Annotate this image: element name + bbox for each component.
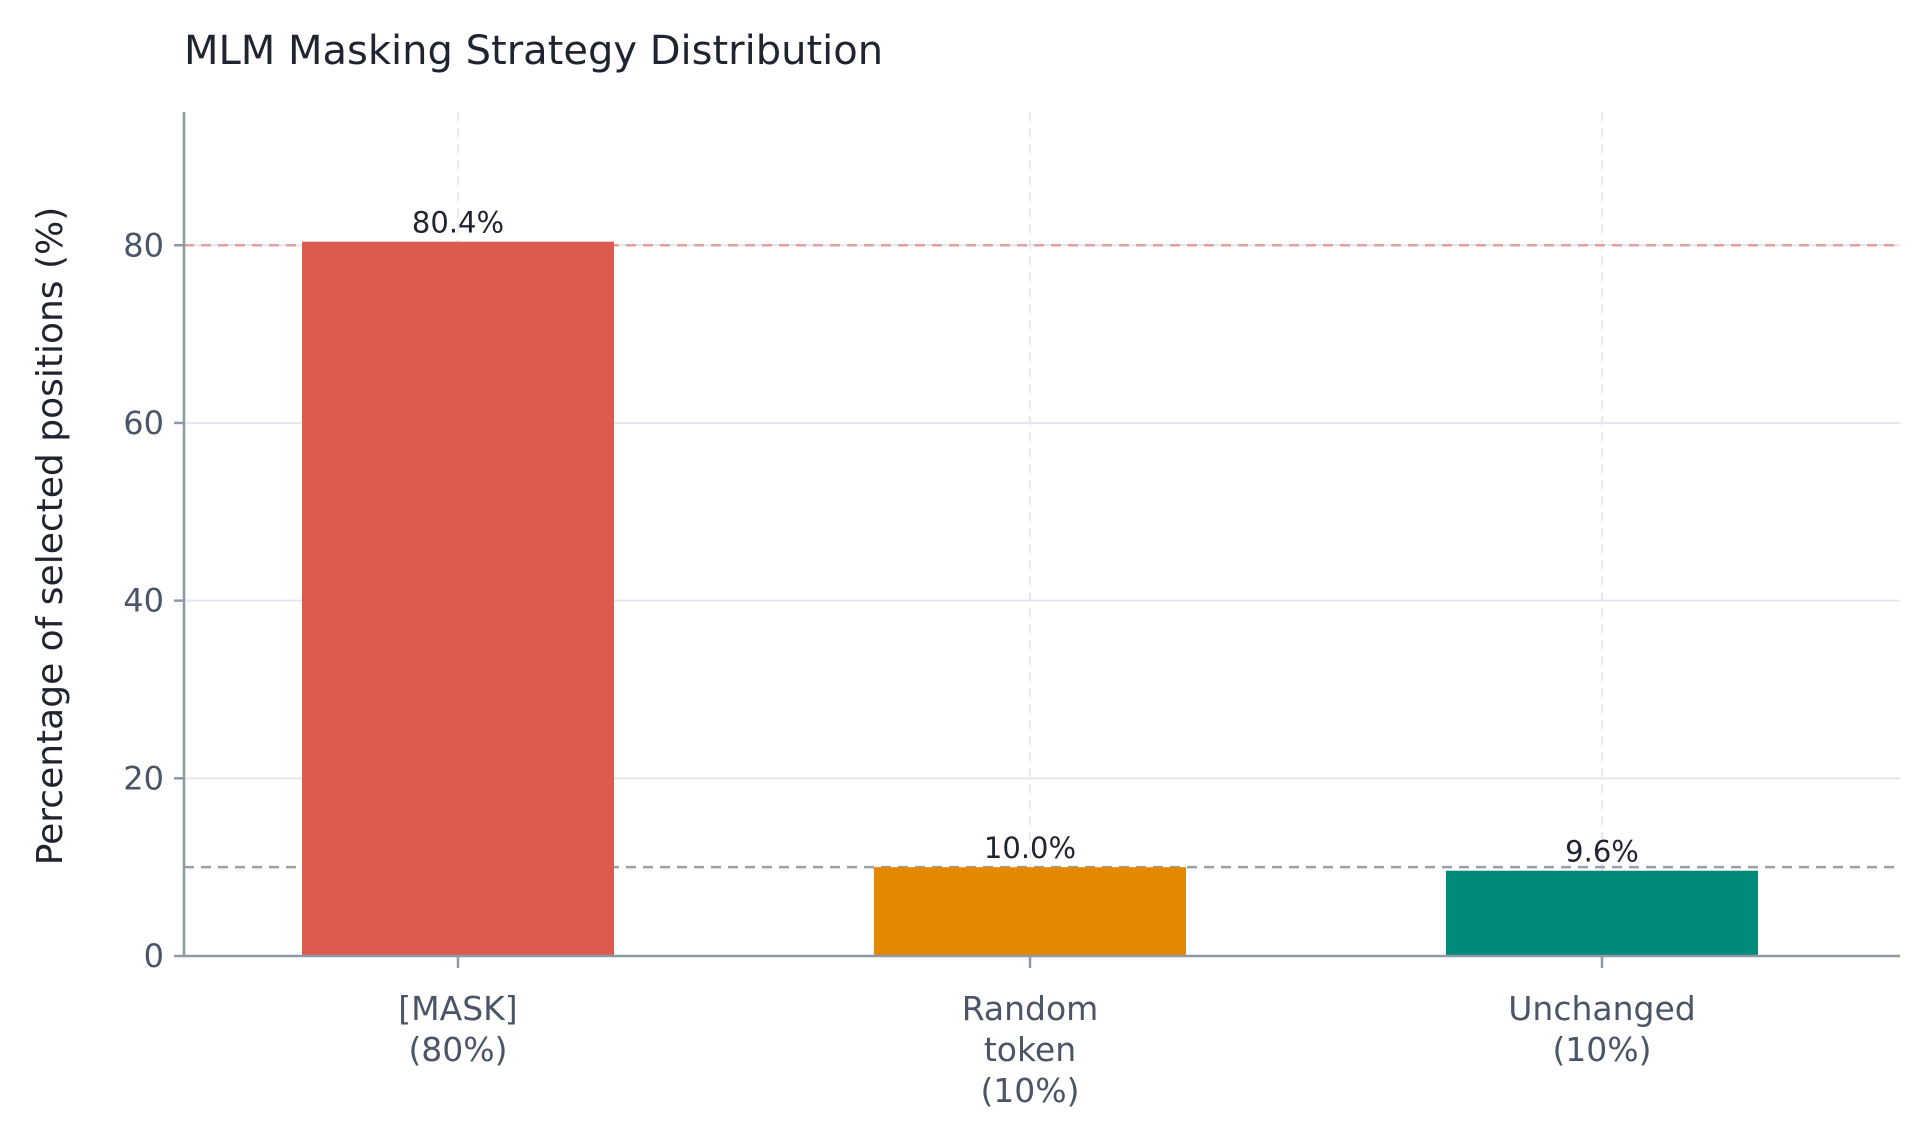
bars <box>302 241 1758 956</box>
x-tick-label-1-line-2: (10%) <box>980 1071 1079 1110</box>
x-ticks: [MASK] (80%)Random token (10%)Unchanged (10%… <box>398 956 1696 1110</box>
data-label-2: 9.6% <box>1565 835 1639 869</box>
x-tick-label-2: Unchanged (10%) <box>1508 989 1695 1069</box>
x-tick-label-0-line-0: [MASK] <box>398 989 517 1028</box>
y-tick-label-80: 80 <box>123 226 164 264</box>
x-tick-label-0-line-1: (80%) <box>408 1030 507 1069</box>
data-labels: 80.4% 10.0% 9.6% <box>412 206 1639 869</box>
data-label-1: 10.0% <box>984 831 1076 865</box>
bar-0 <box>302 241 614 956</box>
bar-1 <box>874 867 1186 956</box>
y-tick-label-0: 0 <box>144 937 164 975</box>
y-ticks: 0 20 40 60 80 <box>123 226 184 975</box>
y-tick-label-60: 60 <box>123 404 164 442</box>
bar-2 <box>1446 870 1758 956</box>
axes <box>182 112 1900 958</box>
x-tick-label-1-line-0: Random <box>962 989 1099 1028</box>
x-tick-label-1-line-1: token <box>984 1030 1076 1069</box>
y-tick-label-20: 20 <box>123 759 164 797</box>
y-tick-label-40: 40 <box>123 582 164 620</box>
x-tick-label-0: [MASK] (80%) <box>398 989 517 1069</box>
x-tick-label-1: Random token (10%) <box>962 989 1099 1110</box>
x-tick-label-2-line-1: (10%) <box>1552 1030 1651 1069</box>
chart-title: MLM Masking Strategy Distribution <box>184 28 883 74</box>
data-label-0: 80.4% <box>412 206 504 240</box>
x-tick-label-2-line-0: Unchanged <box>1508 989 1695 1028</box>
y-axis-label: Percentage of selected positions (%) <box>30 207 71 866</box>
